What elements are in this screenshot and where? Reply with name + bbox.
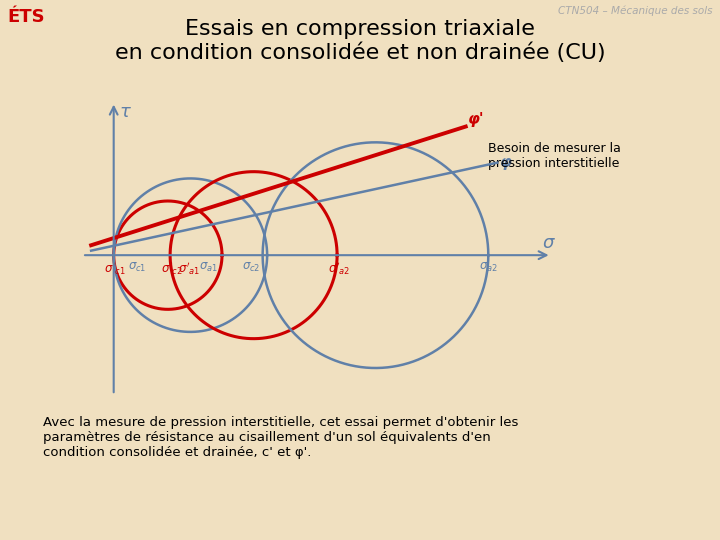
Text: $\sigma_{c1}$: $\sigma_{c1}$ — [128, 261, 146, 274]
Text: $\sigma_{a1}$: $\sigma_{a1}$ — [199, 261, 218, 274]
Text: τ: τ — [119, 103, 130, 120]
Text: ÉTS: ÉTS — [7, 8, 45, 26]
Text: $\sigma'_{c1}$: $\sigma'_{c1}$ — [104, 261, 125, 277]
Text: $\sigma'_{a1}$: $\sigma'_{a1}$ — [179, 261, 201, 277]
Text: $\sigma'_{c2}$: $\sigma'_{c2}$ — [161, 261, 182, 277]
Text: $\sigma_{a2}$: $\sigma_{a2}$ — [479, 261, 498, 274]
Text: Besoin de mesurer la
pression interstitielle: Besoin de mesurer la pression interstiti… — [488, 143, 621, 170]
Text: $\sigma'_{a2}$: $\sigma'_{a2}$ — [328, 261, 351, 277]
Text: Essais en compression triaxiale
en condition consolidée et non drainée (CU): Essais en compression triaxiale en condi… — [114, 19, 606, 63]
Text: Avec la mesure de pression interstitielle, cet essai permet d'obtenir les
paramè: Avec la mesure de pression interstitiell… — [43, 416, 518, 459]
Text: CTN504 – Mécanique des sols: CTN504 – Mécanique des sols — [558, 5, 713, 16]
Text: $\sigma_{c2}$: $\sigma_{c2}$ — [242, 261, 261, 274]
Text: σ: σ — [542, 234, 554, 252]
Text: φ': φ' — [468, 112, 485, 126]
Text: φ: φ — [500, 155, 511, 170]
